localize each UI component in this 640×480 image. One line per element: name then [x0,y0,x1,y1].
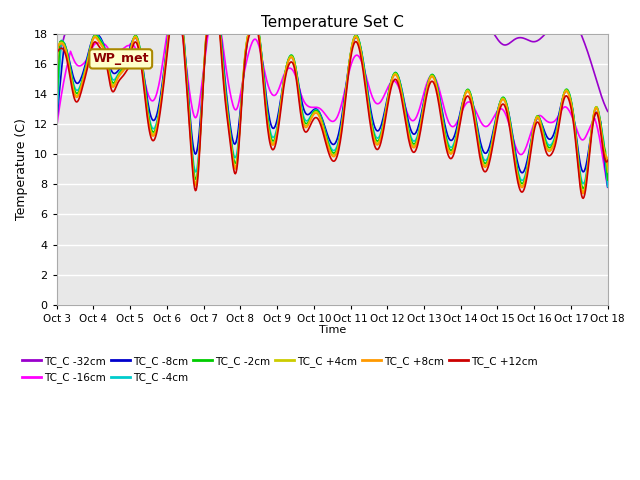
TC_C -8cm [400,96,408,102]
TC_C -4cm [176,31,184,37]
TC_C +8cm [176,31,184,37]
TC_C -4cm [416,122,424,128]
TC_C -32cm [53,61,61,67]
TC_C -8cm [63,47,70,53]
TC_C +12cm [53,50,61,56]
TC_C -8cm [205,31,213,37]
TC_C +8cm [416,127,424,132]
TC_C +4cm [176,31,184,37]
Title: Temperature Set C: Temperature Set C [260,15,404,30]
TC_C -4cm [205,31,213,37]
TC_C -16cm [176,31,184,37]
TC_C -2cm [604,177,612,183]
TC_C +4cm [63,50,70,56]
TC_C -4cm [400,99,408,105]
TC_C -16cm [400,99,408,105]
Line: TC_C +4cm: TC_C +4cm [57,34,608,192]
TC_C -8cm [604,184,612,190]
TC_C -32cm [416,31,424,37]
TC_C -4cm [164,31,172,37]
TC_C -8cm [164,31,172,37]
TC_C +4cm [579,189,587,195]
TC_C -8cm [176,31,184,37]
TC_C -2cm [416,124,424,130]
TC_C -32cm [604,108,612,114]
TC_C -4cm [63,48,70,53]
TC_C -4cm [604,184,612,190]
X-axis label: Time: Time [319,325,346,335]
TC_C +8cm [579,191,587,197]
TC_C -32cm [61,31,69,37]
TC_C -16cm [63,64,70,70]
TC_C -2cm [579,186,587,192]
TC_C -32cm [176,31,184,37]
TC_C -2cm [166,31,173,37]
TC_C +8cm [166,31,173,37]
TC_C +12cm [63,56,70,61]
TC_C +4cm [604,169,612,175]
TC_C +4cm [120,67,127,72]
TC_C -2cm [176,31,184,37]
TC_C -4cm [120,64,127,70]
TC_C +12cm [176,31,184,37]
TC_C -16cm [53,124,61,130]
TC_C -16cm [120,46,127,51]
Line: TC_C -4cm: TC_C -4cm [57,34,608,187]
TC_C -2cm [400,100,408,106]
TC_C -32cm [120,31,128,37]
TC_C -4cm [53,116,61,121]
TC_C +12cm [205,31,213,37]
TC_C -8cm [53,119,61,125]
TC_C +8cm [63,51,70,57]
TC_C +12cm [579,195,587,201]
Line: TC_C +12cm: TC_C +12cm [57,34,608,198]
TC_C +8cm [604,163,612,168]
TC_C +4cm [400,103,408,108]
Text: WP_met: WP_met [93,52,149,65]
TC_C +12cm [604,157,612,163]
TC_C -32cm [63,31,71,37]
Line: TC_C -32cm: TC_C -32cm [57,34,608,111]
TC_C -2cm [63,48,70,54]
TC_C +8cm [205,31,213,37]
TC_C -2cm [53,105,61,111]
TC_C +12cm [416,132,424,137]
Y-axis label: Temperature (C): Temperature (C) [15,119,28,220]
Line: TC_C -16cm: TC_C -16cm [57,34,608,187]
TC_C -8cm [120,60,127,66]
TC_C -32cm [400,31,408,37]
TC_C -16cm [205,31,213,37]
TC_C -2cm [120,65,127,71]
Line: TC_C +8cm: TC_C +8cm [57,34,608,194]
Line: TC_C -8cm: TC_C -8cm [57,34,608,187]
TC_C +12cm [120,72,127,78]
TC_C +4cm [205,31,213,37]
TC_C -16cm [416,105,424,110]
TC_C -16cm [604,184,612,190]
TC_C -16cm [163,31,171,37]
TC_C -8cm [416,117,424,123]
TC_C +4cm [416,125,424,131]
Legend: TC_C -32cm, TC_C -16cm, TC_C -8cm, TC_C -4cm, TC_C -2cm, TC_C +4cm, TC_C +8cm, T: TC_C -32cm, TC_C -16cm, TC_C -8cm, TC_C … [18,352,542,387]
TC_C +8cm [400,105,408,110]
TC_C +8cm [53,62,61,68]
TC_C +12cm [400,109,408,115]
TC_C -2cm [205,31,213,37]
Line: TC_C -2cm: TC_C -2cm [57,34,608,189]
TC_C +4cm [53,74,61,80]
TC_C +12cm [166,31,173,37]
TC_C +4cm [166,31,173,37]
TC_C +8cm [120,68,127,74]
TC_C -32cm [205,31,213,37]
